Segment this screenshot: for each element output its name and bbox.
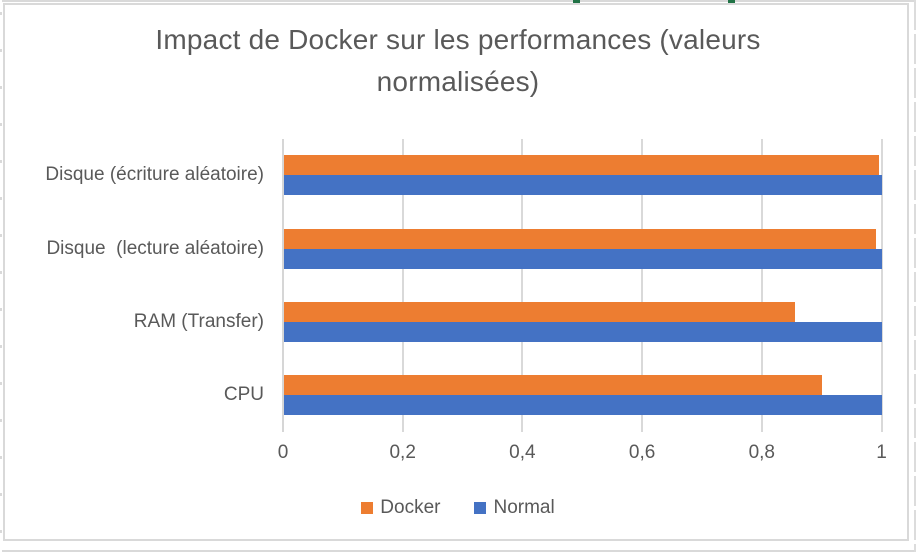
spreadsheet-gridline-top <box>0 0 916 2</box>
bar-normal[interactable] <box>284 248 882 269</box>
legend[interactable]: Docker Normal <box>0 497 916 519</box>
spreadsheet-gridline-right <box>914 0 916 552</box>
normal-swatch-icon <box>474 502 487 514</box>
bar-normal[interactable] <box>284 395 882 416</box>
x-tick-label[interactable]: 1 <box>876 442 887 463</box>
chart-title[interactable]: Impact de Docker sur les performances (v… <box>155 24 761 97</box>
bar-docker[interactable] <box>284 375 822 396</box>
gridline <box>880 138 883 432</box>
category-label[interactable]: Disque (écriture aléatoire) <box>45 164 264 186</box>
cell-marker-icon <box>573 0 580 3</box>
bar-normal[interactable] <box>284 175 882 196</box>
bar-docker[interactable] <box>284 155 879 176</box>
spreadsheet-gridline-bottom <box>0 550 916 552</box>
category-label[interactable]: RAM (Transfer) <box>133 310 264 332</box>
legend-label: Normal <box>493 497 555 518</box>
x-tick-label[interactable]: 0,6 <box>628 442 656 463</box>
legend-item-normal[interactable]: Normal <box>474 497 555 519</box>
bar-docker[interactable] <box>284 301 795 322</box>
legend-label: Docker <box>380 497 441 518</box>
x-tick-label[interactable]: 0,4 <box>509 442 536 463</box>
legend-item-docker[interactable]: Docker <box>361 497 440 519</box>
bar-normal[interactable] <box>284 321 882 342</box>
bar-docker[interactable] <box>284 228 876 249</box>
docker-swatch-icon <box>361 502 374 514</box>
gridline <box>641 138 644 432</box>
gridline <box>521 138 524 432</box>
x-tick-label[interactable]: 0,2 <box>389 442 416 463</box>
chart-frame[interactable] <box>3 3 909 541</box>
spreadsheet-gridline-left <box>0 0 2 552</box>
cell-marker-icon <box>728 0 735 3</box>
x-tick-label[interactable]: 0 <box>277 442 289 463</box>
gridline <box>760 138 763 432</box>
value-axis-line <box>282 138 284 432</box>
gridline <box>401 138 404 432</box>
x-tick-label[interactable]: 0,8 <box>748 442 775 463</box>
category-label[interactable]: Disque (lecture aléatoire) <box>46 237 264 259</box>
category-label[interactable]: CPU <box>223 384 264 406</box>
